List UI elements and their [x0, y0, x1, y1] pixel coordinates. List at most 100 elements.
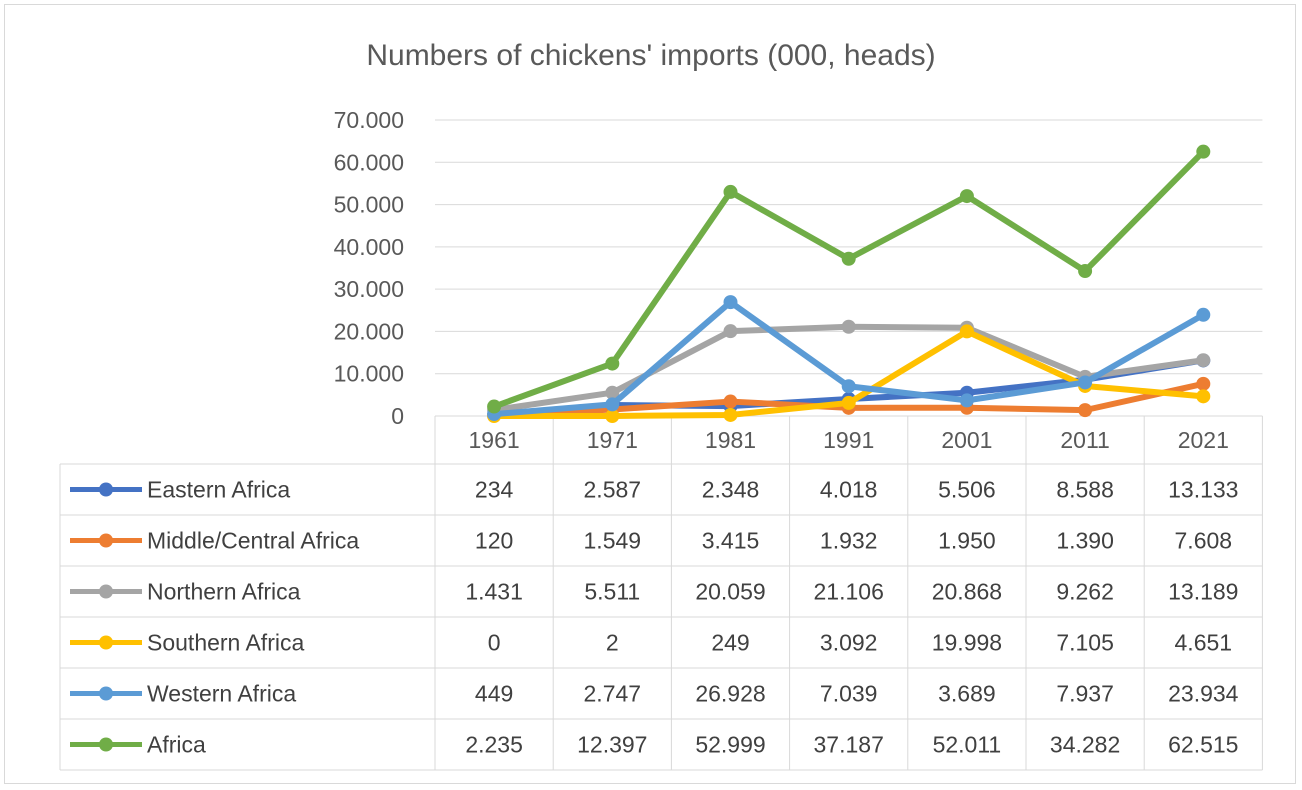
data-point [1196, 353, 1211, 368]
table-cell-value: 4.651 [1175, 630, 1233, 656]
series-line [491, 148, 1207, 410]
y-tick-label: 50.000 [334, 192, 404, 218]
table-cell-value: 4.018 [820, 477, 878, 503]
table-cell-value: 2.235 [465, 732, 523, 758]
table-cell-value: 3.689 [938, 681, 996, 707]
data-point [1078, 375, 1093, 390]
x-tick-label: 2021 [1178, 427, 1229, 453]
data-point [841, 379, 856, 394]
table-cell-value: 52.011 [933, 732, 1002, 758]
data-point [723, 394, 738, 409]
series-name: Africa [147, 732, 206, 758]
table-cell-value: 5.511 [584, 579, 640, 605]
table-cell-value: 34.282 [1050, 732, 1120, 758]
series-name: Northern Africa [147, 579, 301, 605]
y-tick-label: 40.000 [334, 234, 404, 260]
data-point [841, 319, 856, 334]
y-tick-label: 0 [391, 403, 404, 429]
table-cell-value: 7.105 [1056, 630, 1114, 656]
table-cell-value: 26.928 [695, 681, 765, 707]
table-cell-value: 52.999 [695, 732, 765, 758]
table-cell-value: 120 [475, 528, 513, 554]
table-cell-value: 7.039 [820, 681, 878, 707]
legend-key-marker [99, 584, 113, 599]
table-cell-value: 3.415 [702, 528, 760, 554]
table-cell-value: 2.747 [584, 681, 642, 707]
data-point [723, 295, 738, 310]
data-point [487, 399, 502, 414]
data-point [841, 251, 856, 266]
table-cell-value: 13.133 [1168, 477, 1238, 503]
data-point [723, 407, 738, 422]
data-point [723, 184, 738, 199]
data-point [1078, 403, 1093, 418]
series-name: Middle/Central Africa [147, 528, 359, 554]
data-point [605, 385, 620, 400]
legend-key-marker [99, 533, 113, 548]
data-table: 1961 1971 1981 1991 2001 2011 2021 Eastern Afri… [59, 415, 1263, 771]
table-cell-value: 2 [606, 630, 619, 656]
table-cell-value: 3.092 [820, 630, 878, 656]
x-tick-label: 2001 [941, 427, 992, 453]
y-tick-label: 70.000 [334, 107, 404, 133]
table-cell-value: 12.397 [577, 732, 647, 758]
data-point [1078, 264, 1093, 279]
table-cell-value: 1.932 [820, 528, 878, 554]
table-cell-value: 449 [475, 681, 513, 707]
legend-key-marker [99, 635, 113, 650]
data-point [605, 408, 620, 423]
data-point [959, 324, 974, 339]
y-tick-label: 10.000 [334, 361, 404, 387]
table-cell-value: 7.937 [1056, 681, 1114, 707]
data-point [959, 189, 974, 204]
table-cell-value: 37.187 [814, 732, 884, 758]
x-tick-label: 1981 [705, 427, 756, 453]
data-point [841, 395, 856, 410]
table-cell-value: 1.390 [1056, 528, 1114, 554]
table-cell-value: 7.608 [1175, 528, 1233, 554]
data-point [605, 356, 620, 371]
series-group [487, 144, 1211, 414]
data-point [605, 397, 620, 412]
y-tick-label: 30.000 [334, 276, 404, 302]
table-cell-value: 21.106 [814, 579, 884, 605]
series-name: Southern Africa [147, 630, 304, 656]
legend-key-marker [99, 686, 113, 701]
table-cell-value: 20.868 [932, 579, 1002, 605]
legend-key-marker [99, 737, 113, 752]
gridlines [435, 119, 1263, 375]
table-cell-value: 8.588 [1056, 477, 1114, 503]
data-point [1196, 307, 1211, 322]
data-point [1196, 144, 1211, 159]
x-tick-label: 2011 [1060, 427, 1109, 453]
chart-frame [4, 4, 1296, 784]
table-cell-value: 9.262 [1056, 579, 1114, 605]
table-cell-value: 249 [711, 630, 749, 656]
table-cell-value: 2.348 [702, 477, 760, 503]
table-cell-value: 1.950 [938, 528, 996, 554]
legend-key-marker [99, 482, 113, 497]
y-tick-label: 20.000 [334, 318, 404, 344]
table-cell-value: 1.431 [465, 579, 523, 605]
table-cell-value: 62.515 [1168, 732, 1238, 758]
table-cell-value: 234 [475, 477, 514, 503]
data-point [1196, 389, 1211, 404]
chart-title: Numbers of chickens' imports (000, heads… [366, 39, 935, 72]
table-cell-value: 5.506 [938, 477, 996, 503]
data-point [723, 324, 738, 339]
table-cell-value: 1.549 [584, 528, 642, 554]
series-name: Western Africa [147, 681, 296, 707]
x-tick-label: 1961 [469, 427, 520, 453]
series-lines [487, 144, 1211, 423]
table-cell-value: 13.189 [1168, 579, 1238, 605]
y-axis-ticks: 0 10.000 20.000 30.000 40.000 50.000 60.000 70.… [334, 107, 404, 429]
data-point [959, 393, 974, 408]
table-cell-value: 20.059 [695, 579, 765, 605]
table-cell-value: 19.998 [932, 630, 1002, 656]
data-point [1196, 376, 1211, 391]
y-tick-label: 60.000 [334, 149, 404, 175]
series-name: Eastern Africa [147, 477, 290, 503]
table-cell-value: 2.587 [584, 477, 642, 503]
x-tick-label: 1971 [587, 427, 638, 453]
x-tick-label: 1991 [823, 427, 874, 453]
